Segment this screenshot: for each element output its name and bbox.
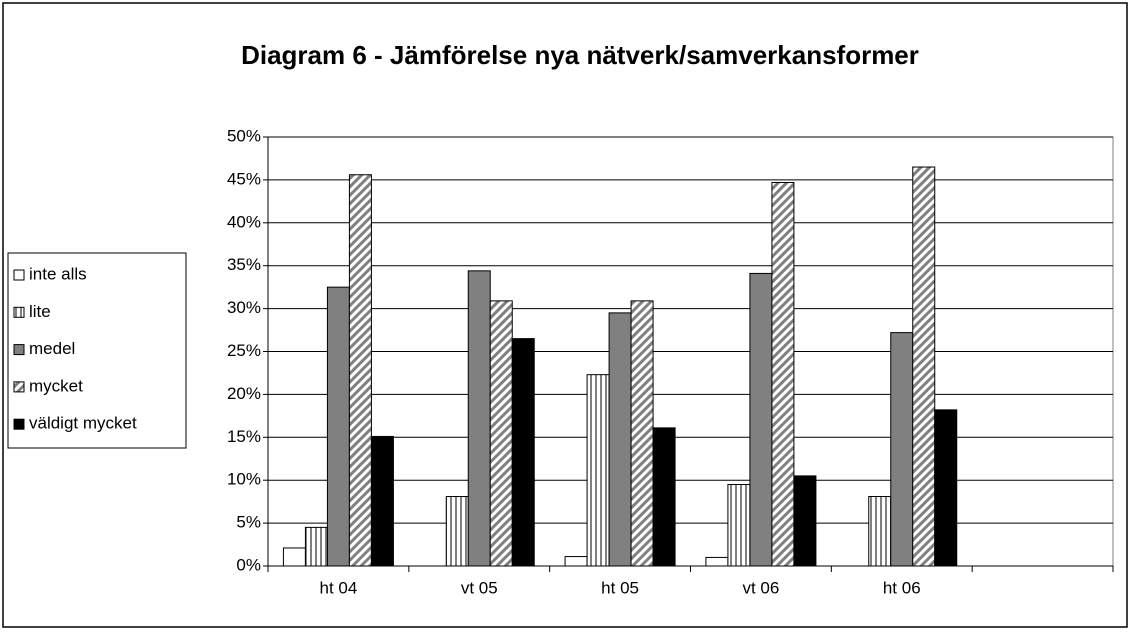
x-tick-label: ht 04: [320, 578, 358, 597]
bar: [348, 174, 372, 567]
bar: [304, 526, 328, 567]
legend-swatch: [13, 306, 25, 318]
bar: [630, 300, 654, 567]
y-tick-label: 20%: [227, 384, 261, 403]
bar: [705, 556, 729, 567]
x-tick-label: ht 06: [883, 578, 921, 597]
x-tick-label: vt 06: [742, 578, 779, 597]
bar: [370, 435, 394, 567]
bar: [445, 496, 469, 567]
legend-label: lite: [29, 302, 51, 321]
legend-label: väldigt mycket: [29, 414, 137, 433]
bar: [586, 374, 610, 567]
legend-swatch: [13, 418, 25, 430]
bar: [749, 272, 773, 567]
y-tick-label: 30%: [227, 298, 261, 317]
bar: [793, 475, 817, 567]
y-tick-label: 10%: [227, 470, 261, 489]
legend-swatch: [13, 269, 25, 281]
legend-label: mycket: [29, 376, 83, 395]
bar: [282, 547, 306, 567]
legend-swatch: [13, 381, 25, 393]
y-tick-label: 45%: [227, 169, 261, 188]
y-tick-label: 5%: [236, 513, 261, 532]
legend-box: [7, 252, 187, 449]
legend-label: medel: [29, 339, 75, 358]
y-tick-label: 35%: [227, 255, 261, 274]
x-tick-label: ht 05: [601, 578, 639, 597]
x-tick-label: vt 05: [461, 578, 498, 597]
legend-label: inte alls: [29, 264, 87, 283]
bar: [727, 483, 751, 567]
bar: [326, 286, 350, 567]
chart-title: Diagram 6 - Jämförelse nya nätverk/samve…: [241, 40, 919, 70]
y-tick-label: 50%: [227, 126, 261, 145]
bar: [912, 166, 936, 567]
bar: [489, 300, 513, 567]
bar: [564, 556, 588, 567]
bar: [652, 427, 676, 567]
bar: [608, 312, 632, 567]
legend-swatch: [13, 344, 25, 356]
bar: [771, 181, 795, 567]
bar: [890, 332, 914, 567]
y-tick-label: 40%: [227, 212, 261, 231]
bar: [511, 338, 535, 567]
bar: [934, 409, 958, 567]
y-tick-label: 0%: [236, 555, 261, 574]
y-tick-label: 25%: [227, 341, 261, 360]
y-tick-label: 15%: [227, 427, 261, 446]
bar: [467, 270, 491, 567]
bar: [868, 496, 892, 567]
